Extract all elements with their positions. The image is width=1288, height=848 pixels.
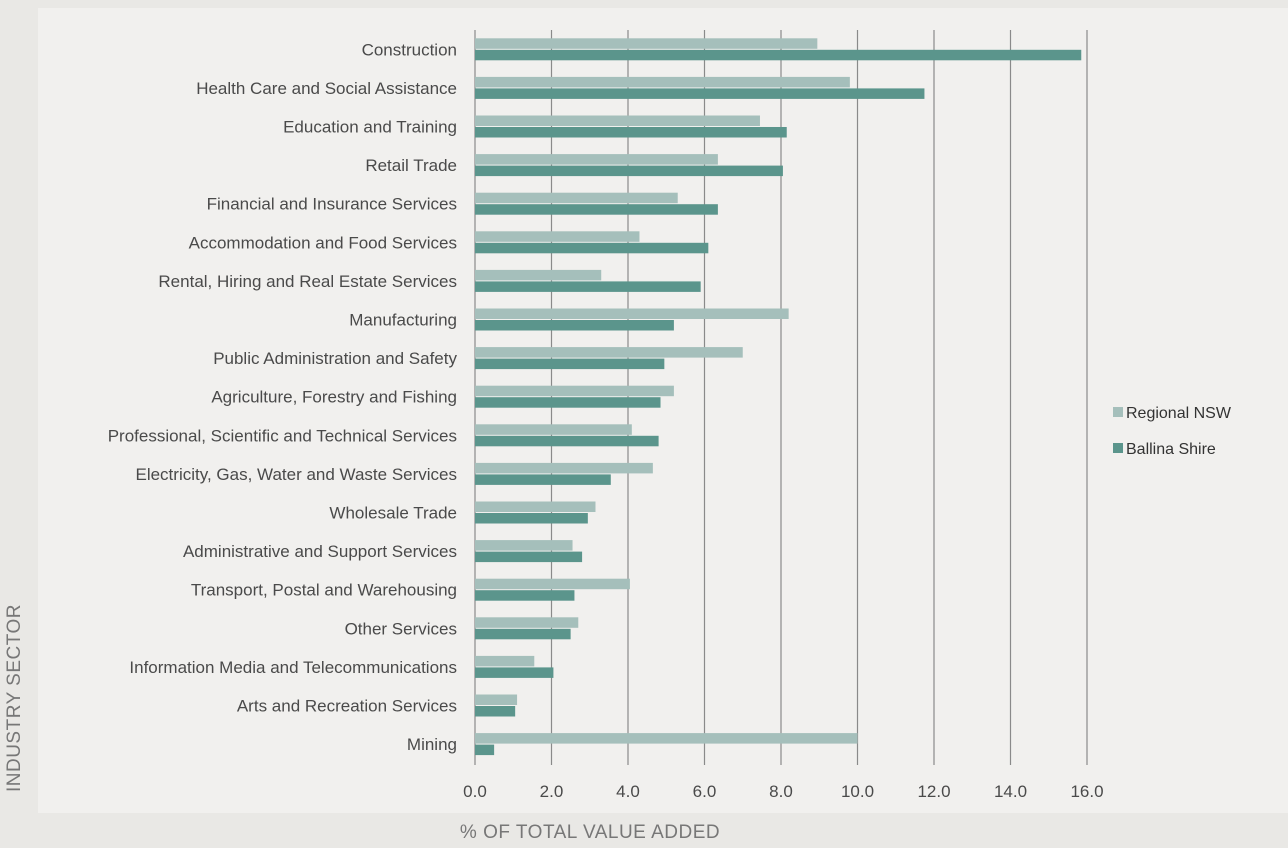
category-label: Rental, Hiring and Real Estate Services: [158, 272, 457, 291]
category-label: Manufacturing: [349, 311, 457, 330]
bar-regional-nsw: [475, 578, 630, 590]
category-label: Professional, Scientific and Technical S…: [108, 426, 457, 445]
legend-swatch: [1113, 443, 1123, 453]
x-tick-label: 2.0: [540, 782, 564, 801]
bar-ballina-shire: [475, 204, 718, 215]
x-axis-title: % OF TOTAL VALUE ADDED: [459, 822, 721, 843]
category-label: Retail Trade: [365, 156, 457, 175]
category-label: Public Administration and Safety: [213, 349, 457, 368]
bar-ballina-shire: [475, 706, 516, 717]
bar-ballina-shire: [475, 165, 783, 177]
category-label: Accommodation and Food Services: [189, 233, 457, 252]
category-label: Information Media and Telecommunications: [129, 658, 457, 677]
bar-ballina-shire: [475, 397, 661, 408]
bar-regional-nsw: [475, 115, 760, 126]
bar-regional-nsw: [475, 501, 596, 512]
category-label: Electricity, Gas, Water and Waste Servic…: [135, 465, 457, 484]
category-label: Arts and Recreation Services: [237, 697, 457, 716]
bar-regional-nsw: [475, 76, 850, 88]
plot-panel: [38, 8, 1288, 813]
bar-regional-nsw: [475, 192, 678, 204]
bar-ballina-shire: [475, 628, 571, 640]
category-label: Other Services: [345, 619, 457, 638]
bar-ballina-shire: [475, 744, 495, 756]
bar-ballina-shire: [475, 551, 583, 563]
bar-regional-nsw: [475, 154, 718, 165]
bar-ballina-shire: [475, 320, 674, 331]
category-label: Agriculture, Forestry and Fishing: [211, 388, 457, 407]
x-tick-label: 10.0: [841, 782, 874, 801]
bar-regional-nsw: [475, 385, 674, 397]
bar-ballina-shire: [475, 358, 665, 370]
bar-ballina-shire: [475, 49, 1082, 61]
category-label: Financial and Insurance Services: [207, 195, 457, 214]
bar-ballina-shire: [475, 435, 659, 447]
y-axis-title: INDUSTRY SECTOR: [4, 603, 25, 793]
bar-regional-nsw: [475, 308, 789, 319]
bar-ballina-shire: [475, 474, 611, 485]
bar-regional-nsw: [475, 694, 518, 705]
x-tick-label: 0.0: [463, 782, 487, 801]
bar-ballina-shire: [475, 88, 925, 99]
category-label: Education and Training: [283, 118, 457, 137]
bar-regional-nsw: [475, 655, 535, 667]
bar-regional-nsw: [475, 231, 640, 242]
bar-ballina-shire: [475, 590, 575, 601]
x-tick-label: 8.0: [769, 782, 793, 801]
x-tick-label: 16.0: [1070, 782, 1103, 801]
bar-regional-nsw: [475, 424, 632, 435]
bar-regional-nsw: [475, 733, 858, 744]
bar-ballina-shire: [475, 667, 554, 678]
x-tick-label: 14.0: [994, 782, 1027, 801]
category-label: Construction: [362, 40, 457, 59]
legend-label: Regional NSW: [1126, 405, 1232, 422]
x-tick-label: 4.0: [616, 782, 640, 801]
bar-regional-nsw: [475, 269, 602, 281]
bar-ballina-shire: [475, 242, 709, 254]
category-label: Administrative and Support Services: [183, 542, 457, 561]
x-tick-label: 12.0: [917, 782, 950, 801]
bar-regional-nsw: [475, 617, 579, 628]
legend-swatch: [1113, 407, 1123, 417]
bar-regional-nsw: [475, 38, 818, 49]
bar-regional-nsw: [475, 347, 743, 358]
legend-label: Ballina Shire: [1126, 441, 1216, 458]
x-tick-label: 6.0: [693, 782, 717, 801]
bar-regional-nsw: [475, 462, 653, 474]
category-label: Transport, Postal and Warehousing: [191, 581, 457, 600]
category-label: Wholesale Trade: [329, 504, 457, 523]
bar-regional-nsw: [475, 540, 573, 551]
category-label: Mining: [407, 735, 457, 754]
bar-ballina-shire: [475, 127, 787, 138]
bar-ballina-shire: [475, 281, 701, 292]
bar-ballina-shire: [475, 513, 588, 524]
category-label: Health Care and Social Assistance: [196, 79, 457, 98]
